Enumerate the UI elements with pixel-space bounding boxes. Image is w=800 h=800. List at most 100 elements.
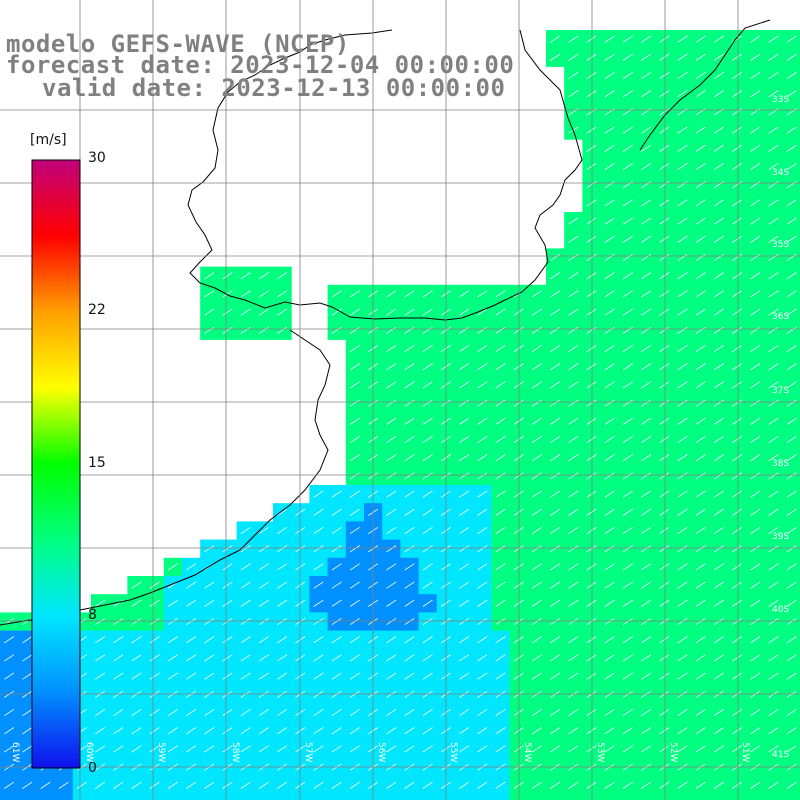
wind-arrow [713, 272, 724, 280]
wind-speed-cell [709, 794, 729, 800]
wind-arrow [659, 417, 670, 425]
wind-arrow [622, 599, 633, 607]
lat-label: 39S [772, 532, 790, 542]
wind-arrow [386, 454, 397, 462]
wind-arrow [550, 563, 561, 571]
wind-arrow [459, 417, 470, 425]
wind-arrow [622, 654, 633, 662]
wind-arrow [240, 326, 251, 334]
wind-speed-cell [691, 794, 711, 800]
wind-arrow [768, 636, 779, 644]
wind-arrow [186, 781, 197, 789]
wind-arrow [550, 472, 561, 480]
wind-arrow [313, 581, 324, 589]
wind-arrow [531, 508, 542, 516]
wind-arrow [695, 508, 706, 516]
wind-arrow [550, 417, 561, 425]
wind-arrow [404, 326, 415, 334]
wind-arrow [495, 654, 506, 662]
colorbar-tick: 22 [88, 302, 106, 318]
wind-arrow [349, 308, 360, 316]
wind-arrow [331, 581, 342, 589]
wind-arrow [768, 272, 779, 280]
wind-arrow [568, 490, 579, 498]
wind-arrow [695, 636, 706, 644]
wind-arrow [95, 672, 106, 680]
wind-arrow [659, 399, 670, 407]
wind-arrow [568, 35, 579, 43]
wind-arrow [786, 272, 797, 280]
wind-arrow [768, 162, 779, 171]
wind-arrow [240, 672, 251, 680]
wind-arrow [622, 417, 633, 425]
wind-arrow [495, 563, 506, 571]
wind-arrow [22, 672, 33, 680]
wind-arrow [732, 71, 743, 80]
wind-arrow [477, 490, 488, 498]
wind-arrow [768, 545, 779, 553]
wind-arrow [713, 162, 724, 171]
wind-arrow [349, 399, 360, 407]
wind-arrow [604, 126, 615, 134]
wind-arrow [786, 672, 797, 680]
wind-arrow [386, 399, 397, 407]
wind-arrow [568, 454, 579, 462]
wind-arrow [4, 781, 15, 789]
wind-arrow [641, 199, 652, 207]
wind-arrow [240, 563, 251, 571]
wind-arrow [113, 599, 124, 607]
wind-arrow [422, 581, 433, 589]
wind-arrow [604, 545, 615, 553]
wind-arrow [131, 654, 142, 662]
wind-arrow [604, 199, 615, 207]
wind-arrow [604, 144, 615, 152]
wind-arrow [586, 126, 597, 134]
wind-arrow [768, 708, 779, 717]
wind-arrow [641, 508, 652, 516]
wind-arrow [277, 745, 288, 753]
wind-arrow [222, 708, 233, 717]
wind-arrow [349, 545, 360, 553]
wind-arrow [568, 308, 579, 316]
wind-arrow [313, 563, 324, 571]
wind-arrow [768, 581, 779, 589]
wind-arrow [659, 71, 670, 80]
wind-arrow [477, 344, 488, 353]
wind-arrow [568, 745, 579, 753]
wind-arrow [768, 326, 779, 334]
wind-arrow [586, 199, 597, 207]
wind-arrow [732, 490, 743, 498]
wind-arrow [222, 654, 233, 662]
wind-arrow [677, 672, 688, 680]
wind-arrow [477, 545, 488, 553]
wind-arrow [459, 490, 470, 498]
wind-arrow [386, 381, 397, 389]
wind-arrow [750, 126, 761, 134]
wind-arrow [204, 326, 215, 334]
wind-arrow [641, 381, 652, 389]
wind-arrow [786, 417, 797, 425]
wind-arrow [786, 217, 797, 225]
wind-arrow [550, 326, 561, 334]
wind-speed-cell [618, 794, 638, 800]
wind-arrow [641, 454, 652, 462]
wind-arrow [677, 781, 688, 789]
wind-arrow [586, 144, 597, 152]
wind-arrow [531, 727, 542, 735]
wind-arrow [659, 235, 670, 243]
wind-arrow [167, 745, 178, 753]
wind-arrow [459, 308, 470, 316]
wind-arrow [750, 35, 761, 43]
wind-arrow [677, 617, 688, 626]
wind-speed-cell [18, 794, 37, 800]
wind-arrow [604, 454, 615, 462]
wind-arrow [750, 162, 761, 171]
wind-arrow [477, 581, 488, 589]
wind-arrow [713, 144, 724, 152]
wind-arrow [331, 563, 342, 571]
wind-arrow [258, 599, 269, 607]
wind-arrow [258, 654, 269, 662]
wind-arrow [604, 472, 615, 480]
wind-arrow [695, 417, 706, 425]
wind-arrow [750, 490, 761, 498]
